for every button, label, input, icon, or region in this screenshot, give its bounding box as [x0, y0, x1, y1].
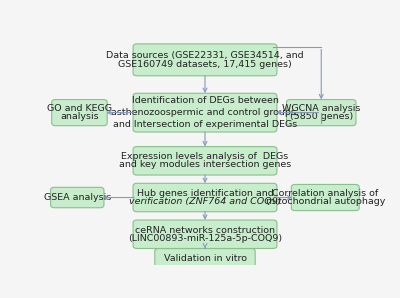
Text: Data sources (GSE22331, GSE34514, and: Data sources (GSE22331, GSE34514, and — [106, 51, 304, 60]
Text: WGCNA analysis: WGCNA analysis — [282, 104, 360, 114]
Text: analysis: analysis — [60, 112, 99, 121]
Text: Expression levels analysis of  DEGs: Expression levels analysis of DEGs — [121, 152, 289, 161]
Text: Validation in vitro: Validation in vitro — [164, 254, 246, 263]
Text: GSEA analysis: GSEA analysis — [44, 193, 111, 202]
FancyBboxPatch shape — [133, 147, 277, 175]
FancyBboxPatch shape — [286, 100, 356, 126]
FancyBboxPatch shape — [133, 220, 277, 249]
Text: GO and KEGG: GO and KEGG — [47, 104, 112, 114]
Text: ceRNA networks construction: ceRNA networks construction — [135, 226, 275, 235]
FancyBboxPatch shape — [133, 44, 277, 76]
Text: (LINC00893-miR-125a-5p-COQ9): (LINC00893-miR-125a-5p-COQ9) — [128, 234, 282, 243]
Text: (5850 genes): (5850 genes) — [290, 112, 353, 121]
Text: asthenozoospermic and control groups,: asthenozoospermic and control groups, — [111, 108, 299, 117]
FancyBboxPatch shape — [133, 93, 277, 132]
FancyBboxPatch shape — [291, 184, 359, 211]
Text: mitochondrial autophagy: mitochondrial autophagy — [266, 197, 385, 206]
FancyBboxPatch shape — [155, 249, 255, 269]
Text: verification (ZNF764 and COQ9): verification (ZNF764 and COQ9) — [129, 197, 281, 206]
FancyBboxPatch shape — [52, 100, 107, 126]
FancyBboxPatch shape — [51, 187, 104, 208]
Text: Correlation analysis of: Correlation analysis of — [272, 189, 378, 198]
FancyBboxPatch shape — [133, 183, 277, 212]
Text: Hub genes identification and: Hub genes identification and — [137, 189, 273, 198]
Text: and key modules intersection genes: and key modules intersection genes — [119, 160, 291, 170]
Text: and Intersection of experimental DEGs: and Intersection of experimental DEGs — [113, 120, 297, 129]
Text: Identification of DEGs between: Identification of DEGs between — [132, 96, 278, 105]
Text: GSE160749 datasets, 17,415 genes): GSE160749 datasets, 17,415 genes) — [118, 60, 292, 69]
